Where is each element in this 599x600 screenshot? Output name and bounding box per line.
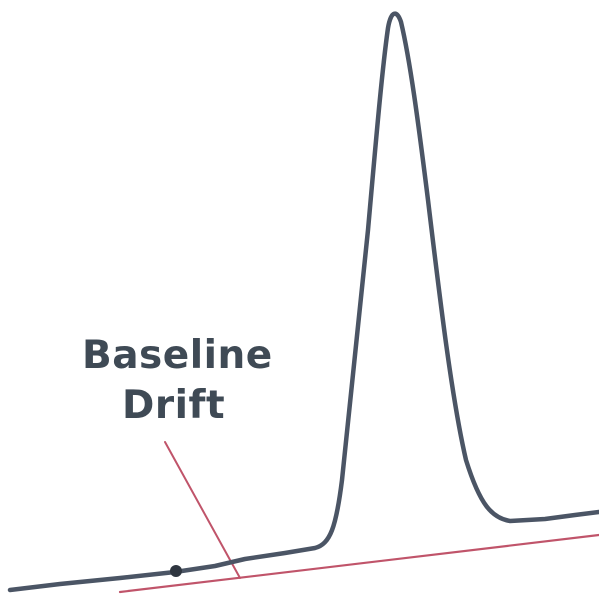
annotation-pointer-line bbox=[164, 441, 241, 579]
trace-marker-dot bbox=[170, 565, 182, 577]
annotation-label-line2: Drift bbox=[122, 383, 225, 428]
signal-trace bbox=[7, 11, 599, 593]
baseline-drift-line bbox=[118, 533, 599, 594]
annotation-label-line1: Baseline bbox=[82, 333, 273, 378]
